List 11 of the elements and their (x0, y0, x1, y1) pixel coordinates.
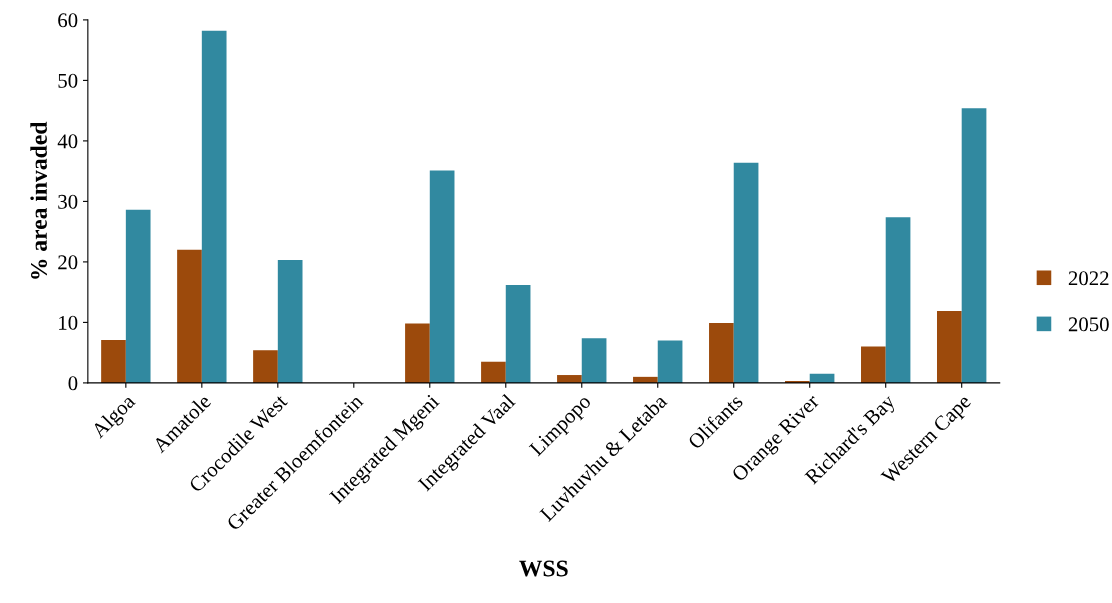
legend-label: 2022 (1068, 271, 1109, 286)
y-tick-label: 20 (58, 255, 78, 270)
y-tick-label: 50 (58, 73, 78, 88)
legend-label: 2050 (1068, 317, 1109, 332)
y-tick-label: 60 (58, 13, 78, 28)
y-axis-title: % area invaded (30, 121, 48, 279)
x-axis-title: WSS (519, 560, 568, 577)
y-tick-label: 40 (57, 134, 78, 149)
y-tick-label: 0 (68, 376, 78, 391)
y-tick-label: 10 (59, 315, 78, 330)
y-tick-label: 30 (58, 194, 78, 209)
